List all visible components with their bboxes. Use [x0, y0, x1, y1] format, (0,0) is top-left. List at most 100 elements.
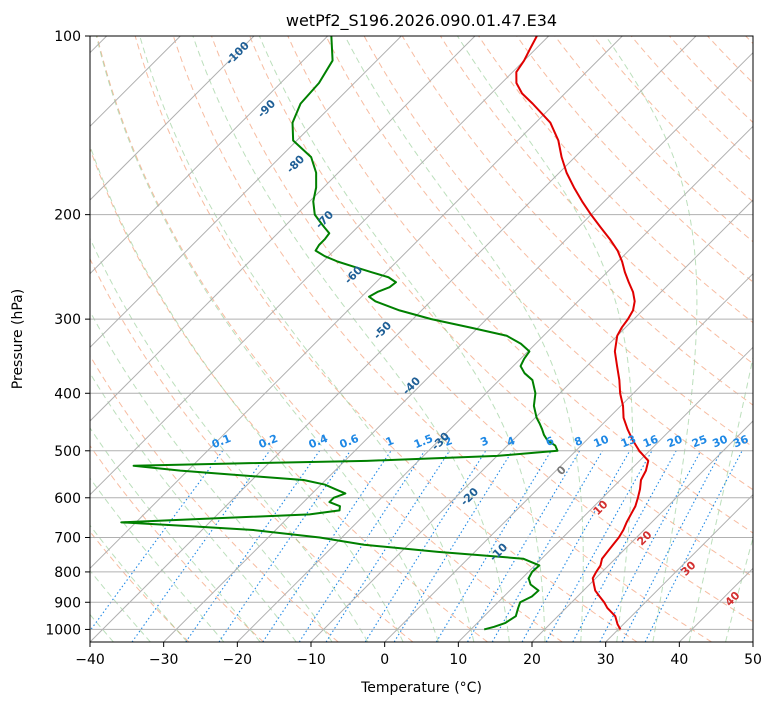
- moist-adiabat: [90, 144, 404, 642]
- isotherm-line: [90, 36, 255, 201]
- x-tick-label: 10: [449, 652, 467, 668]
- y-axis: 100 200 300 400 500 600 700 800 900 1000: [45, 29, 90, 638]
- moist-adiabat: [258, 36, 546, 642]
- x-tick-label: −30: [149, 652, 179, 668]
- plot-background: [90, 36, 753, 642]
- mixing-ratio-line: [325, 450, 451, 642]
- profile-series: [120, 36, 650, 631]
- temperature-trace: [515, 36, 650, 630]
- x-tick-label: 50: [744, 652, 762, 668]
- moist-adiabat: [90, 427, 261, 642]
- mixing-ratio-line: [262, 450, 392, 642]
- y-tick-label: 700: [54, 531, 81, 547]
- mixing-ratio-line: [521, 450, 631, 642]
- mixing-ratio-line: [435, 450, 552, 642]
- dry-adiabat: [249, 36, 753, 578]
- isotherm-line: [163, 51, 753, 642]
- isotherm-line: [531, 420, 753, 642]
- dry-adiabat: [172, 36, 712, 642]
- mixing-ratio-line: [364, 450, 487, 642]
- mixing-ratio-line: [545, 450, 653, 642]
- moist-adiabat: [90, 569, 151, 642]
- y-tick-label: 1000: [45, 622, 81, 638]
- moist-adiabat: [90, 310, 333, 642]
- moist-adiabat: [192, 36, 510, 642]
- isotherm-line: [752, 641, 753, 642]
- y-tick-label: 200: [54, 208, 81, 224]
- x-tick-label: 40: [670, 652, 688, 668]
- x-axis: −40 −30 −20 −10 0 10 20 30 40 50: [75, 642, 762, 668]
- dry-adiabat: [90, 257, 414, 642]
- isobar-grid: [90, 36, 753, 630]
- moist-adiabat: [90, 477, 225, 642]
- moist-adiabat: [139, 36, 475, 642]
- mixing-ratio-line: [185, 450, 321, 642]
- mixing-ratio-line: [572, 450, 677, 642]
- isotherm-line: [90, 36, 476, 422]
- y-tick-label: 600: [54, 491, 81, 507]
- y-tick-label: 100: [54, 29, 81, 45]
- moist-adiabat: [688, 355, 753, 642]
- x-tick-label: 0: [380, 652, 389, 668]
- isotherm-line: [605, 493, 753, 642]
- y-tick-label: 300: [54, 312, 81, 328]
- mixing-ratio-line: [599, 450, 702, 642]
- mixing-ratio-label: 3: [478, 434, 490, 449]
- dry-adiabat: [90, 354, 339, 642]
- x-tick-label: 30: [597, 652, 615, 668]
- isotherm-grid: [90, 36, 753, 642]
- plot-frame: [89, 35, 754, 643]
- dry-adiabats: [90, 36, 753, 642]
- isotherm-line: [384, 272, 753, 642]
- y-tick-label: 900: [54, 595, 81, 611]
- moist-adiabat: [725, 536, 753, 642]
- isotherm-line: [90, 36, 329, 275]
- mixing-ratio-label: 36: [731, 433, 750, 451]
- mixing-ratio-label: 10: [592, 433, 611, 451]
- mixing-ratio-label: 30: [711, 433, 730, 451]
- mixing-ratio-label: 2: [442, 434, 454, 449]
- dry-adiabat: [516, 36, 753, 283]
- isotherm-line: [310, 199, 753, 642]
- mixing-ratio-label: 16: [641, 433, 660, 451]
- dry-adiabat: [287, 36, 753, 534]
- isotherm-line: [90, 36, 623, 570]
- moist-adiabat: [344, 36, 584, 642]
- dry-adiabat: [90, 444, 264, 642]
- moist-adiabat: [605, 36, 698, 642]
- moist-adiabat: [95, 36, 439, 642]
- mixing-ratio-line: [131, 450, 271, 642]
- isotherm-line: [90, 36, 697, 642]
- mixing-ratio-label: 20: [665, 433, 684, 451]
- mixing-ratio-label: 1: [384, 434, 396, 449]
- dry-adiabat: [134, 36, 638, 642]
- mixing-ratio-label: 13: [619, 433, 638, 451]
- mixing-ratio-label: 25: [690, 433, 709, 451]
- moist-adiabat: [90, 524, 188, 642]
- mixing-ratio-lines: [90, 450, 743, 642]
- mixing-ratio-line: [90, 450, 224, 632]
- dry-adiabat: [211, 36, 753, 623]
- mixing-ratio-line: [298, 450, 426, 642]
- x-tick-label: −10: [296, 652, 326, 668]
- moist-adiabat: [90, 372, 297, 642]
- moist-adiabat: [90, 237, 369, 642]
- x-tick-label: 20: [523, 652, 541, 668]
- chart-title: wetPf2_S196.2026.090.01.47.E34: [286, 11, 557, 31]
- x-tick-label: −40: [75, 652, 105, 668]
- mixing-ratio-line: [218, 450, 351, 642]
- isotherm-line: [457, 346, 753, 642]
- isotherm-line: [90, 36, 550, 496]
- x-axis-label: Temperature (°C): [360, 680, 482, 696]
- y-tick-label: 400: [54, 386, 81, 402]
- y-tick-label: 800: [54, 565, 81, 581]
- x-tick-label: −20: [223, 652, 253, 668]
- dry-adiabat: [96, 36, 563, 642]
- isotherm-line: [90, 36, 402, 349]
- y-axis-label: Pressure (hPa): [10, 289, 26, 389]
- dry-adiabat: [325, 36, 753, 491]
- mixing-ratio-line: [644, 450, 743, 642]
- y-tick-label: 500: [54, 444, 81, 460]
- mixing-ratio-label: 8: [572, 434, 584, 449]
